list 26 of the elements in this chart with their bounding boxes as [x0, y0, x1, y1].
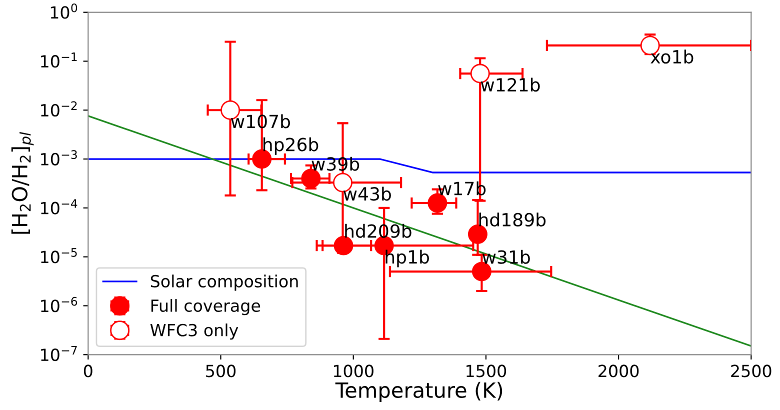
legend-label: WFC3 only: [150, 324, 238, 340]
point: [468, 224, 488, 244]
annotation: hp26b: [263, 137, 318, 155]
y-tick-label: 10$^{0}$: [50, 3, 78, 19]
y-tick-label: 10$^{−6}$: [41, 296, 78, 312]
y-tick-label: 10$^{−4}$: [41, 199, 78, 214]
y-tick-label: 10$^{−2}$: [41, 101, 77, 117]
x-axis-title: Temperature (K): [335, 382, 502, 402]
x-tick-label: 1000: [334, 364, 374, 378]
annotation: xo1b: [650, 50, 694, 64]
annotation: hd189b: [479, 212, 546, 227]
annotation: w121b: [480, 78, 540, 92]
y-tick-label: 10$^{−7}$: [41, 346, 77, 362]
x-tick-label: 500: [206, 364, 236, 378]
x-tick-label: 1500: [466, 364, 506, 378]
y-tick-label: 10$^{−5}$: [41, 248, 77, 264]
y-tick-label: 10$^{−3}$: [41, 150, 77, 166]
x-tick-label: 2500: [731, 364, 772, 378]
annotation: hp1b: [386, 250, 429, 268]
annotation: w43b: [343, 186, 391, 201]
y-axis-title: [H$_{2}$O/H$_{2}$]$_{pl}$: [11, 132, 34, 234]
legend-label: Full coverage: [151, 299, 260, 316]
legend-label: Solar composition: [150, 274, 298, 291]
y-tick-label: 10$^{−1}$: [41, 52, 77, 68]
x-tick-label: 2000: [598, 364, 639, 378]
x-tick-label: 0: [84, 364, 92, 378]
